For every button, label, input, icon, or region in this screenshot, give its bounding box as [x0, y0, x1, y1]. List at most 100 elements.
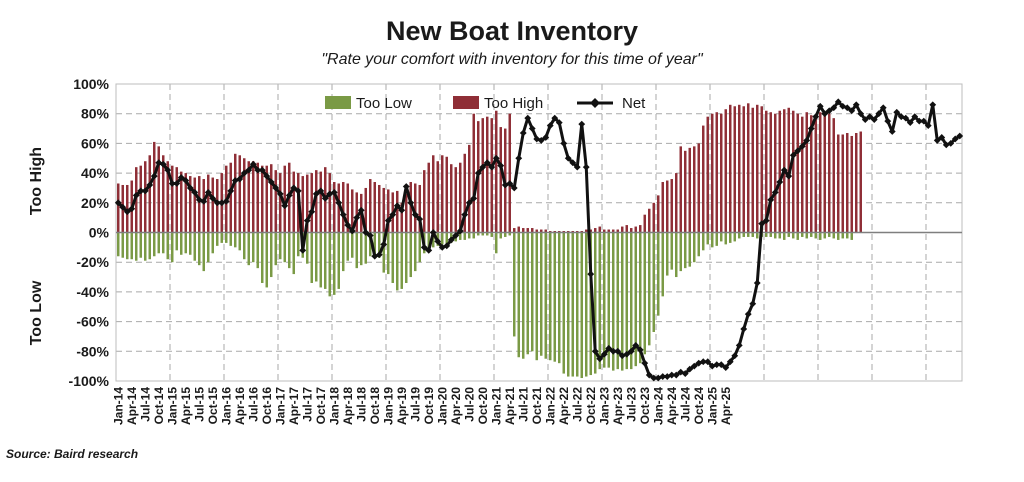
too-high-bar: [436, 161, 439, 233]
too-high-bar: [711, 113, 714, 233]
too-high-bar: [310, 173, 313, 233]
too-low-bar: [540, 232, 543, 356]
too-high-bar: [648, 208, 651, 233]
too-high-bar: [337, 183, 340, 233]
too-low-bar: [157, 232, 160, 254]
too-low-bar: [828, 232, 831, 237]
too-high-bar: [540, 229, 543, 233]
too-high-bar: [486, 116, 489, 233]
x-tick-label: Oct-24: [692, 387, 706, 425]
too-high-bar: [153, 141, 156, 233]
too-high-bar: [819, 112, 822, 233]
too-low-bar: [517, 232, 520, 358]
too-high-bar: [684, 150, 687, 233]
net-point: [492, 154, 500, 162]
net-point: [573, 163, 581, 171]
too-low-bar: [706, 232, 709, 245]
too-high-bar: [481, 118, 484, 233]
too-high-bar: [409, 182, 412, 233]
too-high-bar: [756, 104, 759, 233]
too-high-bar: [207, 174, 210, 233]
x-tick-label: Jul-24: [678, 387, 692, 422]
too-low-bar: [823, 232, 826, 239]
too-high-bar: [319, 171, 322, 233]
net-point: [515, 154, 523, 162]
too-low-bar: [369, 232, 372, 257]
too-low-bar: [364, 232, 367, 264]
net-point: [245, 166, 253, 174]
net-point: [911, 113, 919, 121]
x-tick-label: Jan-18: [327, 387, 341, 425]
net-point: [326, 190, 334, 198]
net-point: [830, 104, 838, 112]
x-tick-label: Jul-20: [462, 387, 476, 422]
x-tick-label: Jul-18: [354, 387, 368, 422]
too-low-bar: [576, 232, 579, 377]
net-point: [281, 202, 289, 210]
too-high-bar: [706, 116, 709, 233]
too-high-bar: [265, 165, 268, 233]
net-point: [857, 110, 865, 118]
x-tick-label: Oct-23: [638, 387, 652, 425]
too-low-bar: [490, 232, 493, 237]
chart-subtitle: "Rate your comfort with inventory for th…: [321, 51, 703, 68]
too-high-bar: [729, 104, 732, 233]
too-low-bar: [162, 232, 165, 254]
net-point: [636, 346, 644, 354]
too-low-bar: [274, 232, 277, 266]
net-point: [843, 104, 851, 112]
net-point: [510, 184, 518, 192]
too-high-bar: [171, 165, 174, 233]
too-high-bar: [612, 229, 615, 233]
net-point: [182, 177, 190, 184]
too-high-bar: [778, 110, 781, 233]
net-point: [317, 187, 325, 195]
too-low-bar: [328, 232, 331, 297]
net-point: [236, 175, 244, 183]
too-low-bar: [733, 232, 736, 242]
x-tick-label: Oct-22: [584, 387, 598, 425]
net-point: [290, 184, 298, 192]
too-low-bar: [315, 232, 318, 282]
too-high-bar: [688, 147, 691, 233]
x-tick-label: Jan-16: [219, 387, 233, 425]
net-point: [474, 169, 482, 177]
x-tick-label: Oct-16: [260, 387, 274, 425]
too-high-bar: [585, 229, 588, 233]
too-low-bar: [400, 232, 403, 289]
too-low-bar: [283, 232, 286, 263]
too-low-bar: [841, 232, 844, 239]
too-low-bar: [279, 232, 282, 260]
too-low-bar: [319, 232, 322, 288]
too-low-bar: [180, 232, 183, 255]
too-high-bar: [292, 171, 295, 233]
too-low-bar: [526, 232, 529, 355]
y-tick-label: -100%: [69, 373, 110, 389]
too-high-bar: [625, 225, 628, 233]
net-point: [785, 172, 793, 180]
net-point: [551, 114, 559, 122]
too-high-bar: [742, 106, 745, 233]
net-point: [308, 208, 316, 216]
x-tick-label: Apr-14: [125, 387, 139, 425]
net-point: [794, 147, 802, 155]
too-low-bar: [351, 232, 354, 258]
net-point: [641, 359, 649, 367]
too-low-bar: [553, 232, 556, 362]
net-point: [695, 359, 703, 367]
too-low-bar: [495, 232, 498, 254]
x-tick-label: Jan-17: [273, 387, 287, 425]
too-low-bar: [373, 232, 376, 257]
net-point: [375, 251, 383, 259]
too-high-bar: [832, 118, 835, 233]
too-low-bar: [396, 232, 399, 291]
too-high-bar: [657, 195, 660, 233]
too-low-bar: [387, 232, 390, 275]
too-high-bar: [792, 110, 795, 233]
too-high-bar: [333, 182, 336, 233]
x-tick-label: Jan-23: [597, 387, 611, 425]
too-high-bar: [387, 189, 390, 233]
net-point: [650, 374, 658, 382]
net-point: [137, 187, 145, 195]
